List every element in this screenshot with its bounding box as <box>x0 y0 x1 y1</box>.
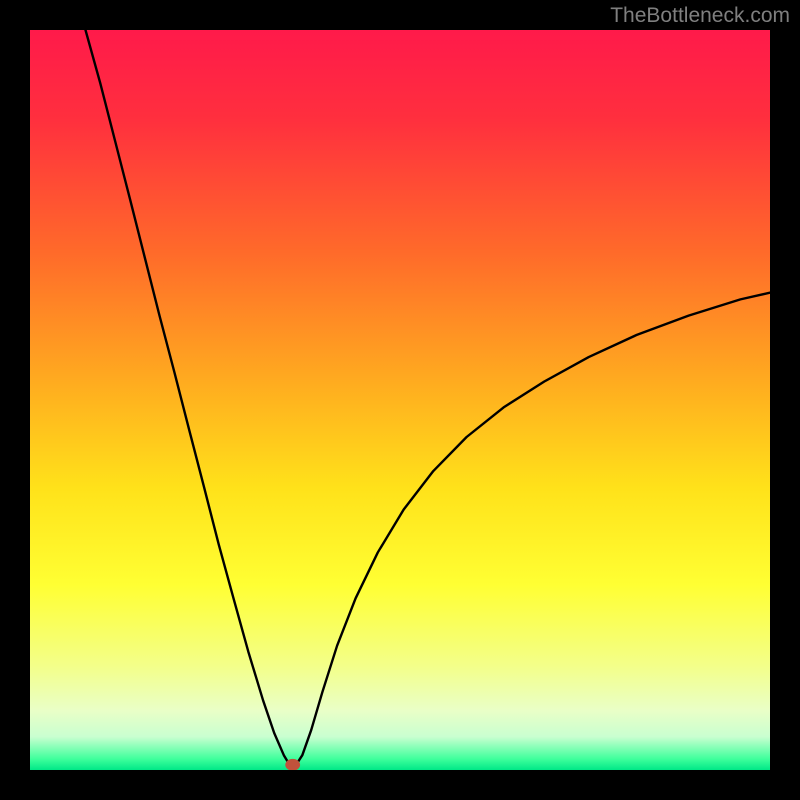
watermark-text: TheBottleneck.com <box>610 4 790 28</box>
plot-svg <box>30 30 770 770</box>
gradient-background <box>30 30 770 770</box>
plot-area <box>30 30 770 770</box>
chart-container: TheBottleneck.com <box>0 0 800 800</box>
